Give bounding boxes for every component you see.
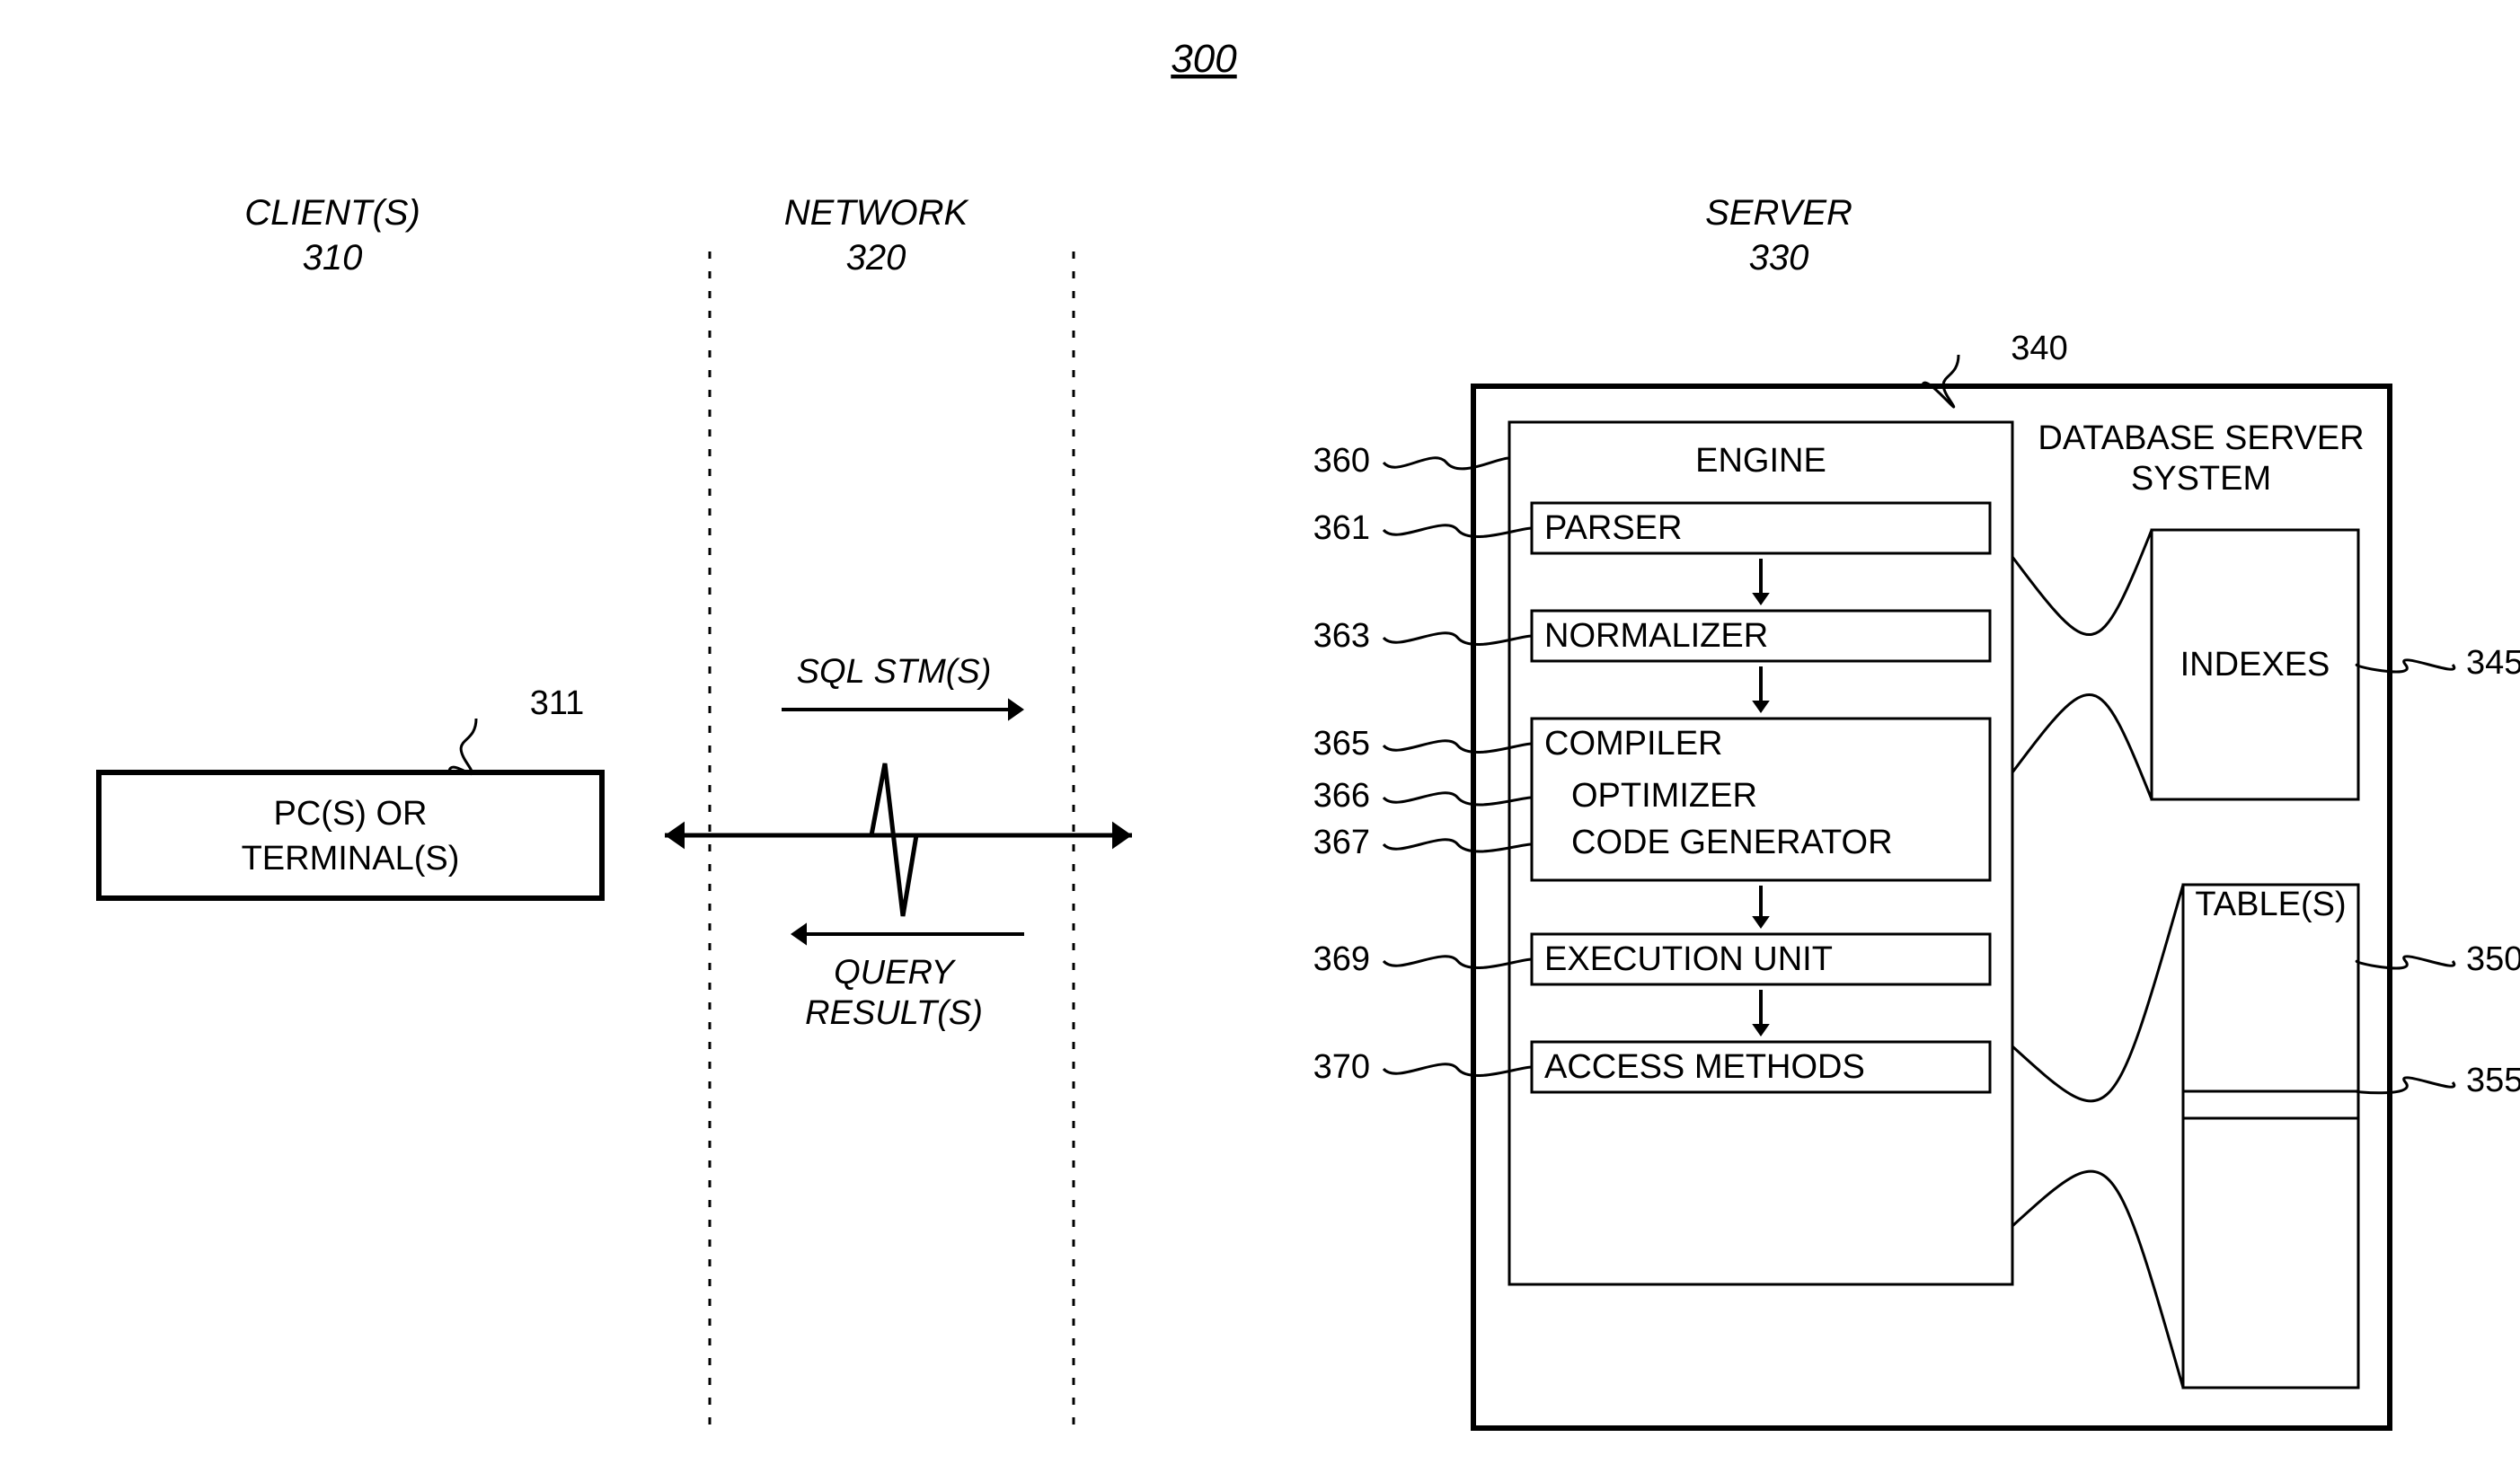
server-system-title-2: SYSTEM <box>2131 460 2271 498</box>
client-ref: 310 <box>303 238 363 278</box>
normalizer-ref: 363 <box>1313 617 1370 655</box>
tables-label: TABLE(S) <box>2195 886 2346 923</box>
normalizer-label: NORMALIZER <box>1544 617 1768 655</box>
client-box-label-2: TERMINAL(S) <box>242 840 460 878</box>
pulse-icon <box>853 763 934 916</box>
tables-connector-top <box>2012 885 2183 1101</box>
network-ref: 320 <box>846 238 906 278</box>
server-system-ref: 340 <box>2011 330 2067 367</box>
client-title: CLIENT(S) <box>244 193 420 233</box>
compiler-label: COMPILER <box>1544 725 1722 763</box>
network-title: NETWORK <box>784 193 970 233</box>
codegen-ref: 367 <box>1313 824 1370 861</box>
engine-ref: 360 <box>1313 442 1370 480</box>
indexes-label: INDEXES <box>2180 646 2330 684</box>
execution-unit-ref: 369 <box>1313 940 1370 978</box>
server-title: SERVER <box>1705 193 1852 233</box>
server-system-title-1: DATABASE SERVER <box>2038 419 2364 457</box>
network-label-query-2: RESULT(S) <box>805 994 983 1032</box>
engine-title: ENGINE <box>1695 442 1826 480</box>
execution-unit-label: EXECUTION UNIT <box>1544 940 1833 978</box>
tables-box <box>2183 885 2358 1388</box>
client-box-label-1: PC(S) OR <box>274 795 428 833</box>
access-methods-ref: 370 <box>1313 1048 1370 1086</box>
tables-ref-350: 350 <box>2466 940 2520 978</box>
compiler-ref: 365 <box>1313 725 1370 763</box>
parser-label: PARSER <box>1544 509 1682 547</box>
tables-connector-bot <box>2012 1171 2183 1388</box>
figure-number: 300 <box>1171 37 1237 81</box>
tables-ref-355: 355 <box>2466 1062 2520 1099</box>
client-box <box>99 772 602 898</box>
optimizer-ref: 366 <box>1313 777 1370 815</box>
client-box-ref: 311 <box>530 684 585 722</box>
network-label-query-1: QUERY <box>834 954 956 992</box>
access-methods-label: ACCESS METHODS <box>1544 1048 1865 1086</box>
codegen-label: CODE GENERATOR <box>1571 824 1893 861</box>
indexes-ref: 345 <box>2466 644 2520 682</box>
server-ref: 330 <box>1749 238 1809 278</box>
indexes-connector-bot <box>2012 694 2152 799</box>
optimizer-label: OPTIMIZER <box>1571 777 1757 815</box>
network-label-sql: SQL STM(S) <box>797 653 992 691</box>
parser-ref: 361 <box>1313 509 1370 547</box>
indexes-connector-top <box>2012 530 2152 635</box>
